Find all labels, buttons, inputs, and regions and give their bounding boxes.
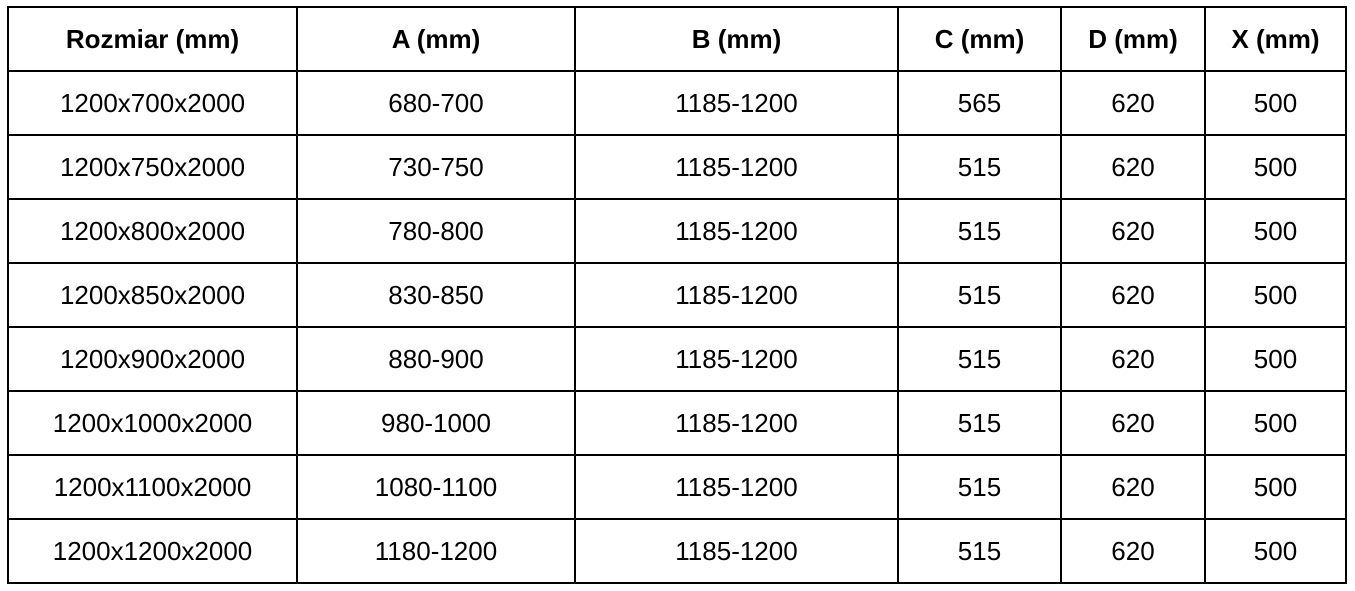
header-c: C (mm) — [897, 6, 1062, 72]
cell-c: 515 — [897, 198, 1062, 264]
cell-a: 680-700 — [296, 70, 576, 136]
header-x: X (mm) — [1204, 6, 1347, 72]
table-row: 1200x750x2000 730-750 1185-1200 515 620 500 — [7, 134, 1347, 200]
cell-d: 620 — [1060, 454, 1206, 520]
cell-size: 1200x900x2000 — [7, 326, 298, 392]
cell-c: 515 — [897, 518, 1062, 584]
cell-size: 1200x1000x2000 — [7, 390, 298, 456]
cell-d: 620 — [1060, 198, 1206, 264]
header-size: Rozmiar (mm) — [7, 6, 298, 72]
cell-b: 1185-1200 — [574, 518, 899, 584]
cell-c: 515 — [897, 326, 1062, 392]
cell-d: 620 — [1060, 134, 1206, 200]
cell-c: 515 — [897, 262, 1062, 328]
cell-b: 1185-1200 — [574, 454, 899, 520]
header-d: D (mm) — [1060, 6, 1206, 72]
cell-size: 1200x750x2000 — [7, 134, 298, 200]
cell-a: 830-850 — [296, 262, 576, 328]
cell-a: 780-800 — [296, 198, 576, 264]
cell-x: 500 — [1204, 454, 1347, 520]
table-row: 1200x1200x2000 1180-1200 1185-1200 515 620 50… — [7, 518, 1347, 584]
table-row: 1200x700x2000 680-700 1185-1200 565 620 500 — [7, 70, 1347, 136]
cell-c: 515 — [897, 454, 1062, 520]
cell-x: 500 — [1204, 70, 1347, 136]
cell-b: 1185-1200 — [574, 390, 899, 456]
cell-b: 1185-1200 — [574, 70, 899, 136]
header-b: B (mm) — [574, 6, 899, 72]
cell-d: 620 — [1060, 326, 1206, 392]
table-row: 1200x900x2000 880-900 1185-1200 515 620 500 — [7, 326, 1347, 392]
cell-b: 1185-1200 — [574, 134, 899, 200]
cell-b: 1185-1200 — [574, 326, 899, 392]
cell-x: 500 — [1204, 518, 1347, 584]
cell-a: 980-1000 — [296, 390, 576, 456]
header-row: Rozmiar (mm) A (mm) B (mm) C (mm) D (mm)… — [7, 6, 1347, 72]
table-row: 1200x800x2000 780-800 1185-1200 515 620 500 — [7, 198, 1347, 264]
cell-x: 500 — [1204, 134, 1347, 200]
cell-b: 1185-1200 — [574, 262, 899, 328]
cell-x: 500 — [1204, 390, 1347, 456]
cell-c: 565 — [897, 70, 1062, 136]
cell-size: 1200x850x2000 — [7, 262, 298, 328]
cell-c: 515 — [897, 390, 1062, 456]
cell-size: 1200x1200x2000 — [7, 518, 298, 584]
table-row: 1200x1100x2000 1080-1100 1185-1200 515 620 50… — [7, 454, 1347, 520]
cell-c: 515 — [897, 134, 1062, 200]
cell-size: 1200x1100x2000 — [7, 454, 298, 520]
cell-b: 1185-1200 — [574, 198, 899, 264]
cell-a: 880-900 — [296, 326, 576, 392]
cell-x: 500 — [1204, 198, 1347, 264]
cell-d: 620 — [1060, 518, 1206, 584]
table-row: 1200x850x2000 830-850 1185-1200 515 620 500 — [7, 262, 1347, 328]
cell-a: 730-750 — [296, 134, 576, 200]
cell-d: 620 — [1060, 262, 1206, 328]
cell-size: 1200x700x2000 — [7, 70, 298, 136]
cell-d: 620 — [1060, 390, 1206, 456]
cell-x: 500 — [1204, 262, 1347, 328]
cell-x: 500 — [1204, 326, 1347, 392]
cell-a: 1080-1100 — [296, 454, 576, 520]
table-row: 1200x1000x2000 980-1000 1185-1200 515 620 500 — [7, 390, 1347, 456]
header-a: A (mm) — [296, 6, 576, 72]
cell-d: 620 — [1060, 70, 1206, 136]
cell-size: 1200x800x2000 — [7, 198, 298, 264]
cell-a: 1180-1200 — [296, 518, 576, 584]
dimensions-table: Rozmiar (mm) A (mm) B (mm) C (mm) D (mm)… — [7, 6, 1347, 584]
